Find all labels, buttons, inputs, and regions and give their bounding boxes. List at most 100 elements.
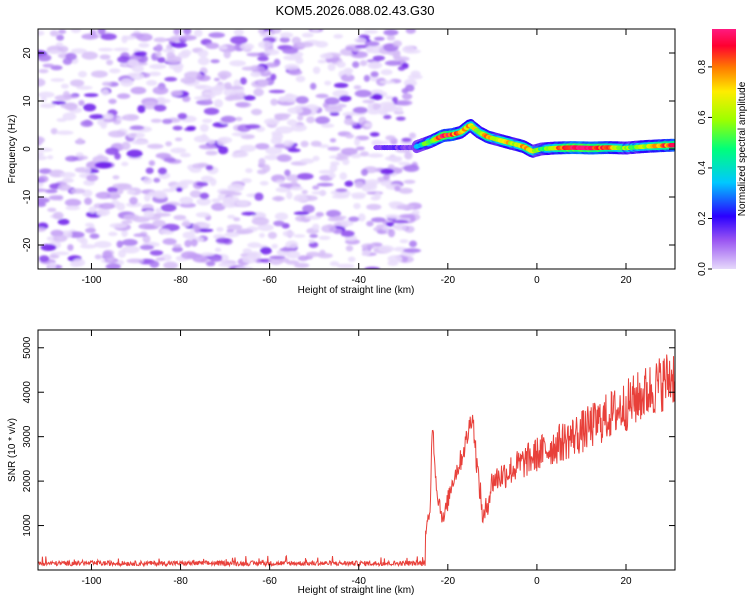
spectrogram-noise-blob <box>242 255 258 264</box>
spectrogram-noise-blob <box>46 50 63 54</box>
spectrogram-noise-blob <box>260 246 272 255</box>
spectrogram-noise-blob <box>155 191 168 199</box>
spectrogram-noise-blob <box>223 88 236 97</box>
spectrogram-noise-blob <box>155 43 163 52</box>
spectrogram-noise-blob <box>80 120 94 127</box>
spectrogram-noise-blob <box>358 213 366 222</box>
spectrogram-noise-blob <box>38 137 43 146</box>
spectrogram-noise-blob <box>383 29 399 36</box>
spectrogram-noise-blob <box>121 229 128 238</box>
spectrogram-noise-blob <box>156 96 166 102</box>
spectrogram-noise-blob <box>305 215 322 220</box>
spectrogram-noise-blob <box>336 263 355 269</box>
spectrogram-noise-blob <box>196 85 207 90</box>
spectrogram-noise-blob <box>60 83 69 89</box>
spectrogram-noise-blob <box>116 240 124 248</box>
spectrogram-noise-blob <box>214 247 222 252</box>
spectrogram-noise-blob <box>55 130 74 135</box>
spectrogram-noise-blob <box>38 54 52 62</box>
spectrogram-noise-blob <box>265 146 283 155</box>
spectrogram-noise-blob <box>255 143 270 150</box>
spectrogram-noise-blob <box>126 258 144 264</box>
spectrogram-noise-blob <box>270 98 278 106</box>
spectrogram-noise-blob <box>235 266 253 269</box>
spectrogram-noise-blob <box>216 227 224 232</box>
spectrogram-noise-blob <box>311 29 320 32</box>
spectrogram-noise-blob <box>387 255 403 263</box>
spectrogram-noise-blob <box>295 96 309 104</box>
spectrogram-noise-blob <box>121 245 140 254</box>
spectrogram-noise-blob <box>49 254 60 259</box>
spectrogram-noise-blob <box>108 130 126 138</box>
spectrogram-noise-blob <box>165 141 173 147</box>
spectrogram-noise-blob <box>91 70 108 78</box>
spectrogram-noise-blob <box>96 209 107 216</box>
spectrogram-noise-blob <box>95 191 113 199</box>
spectrogram-noise-blob <box>402 45 416 54</box>
spectrogram-noise-blob <box>89 114 105 120</box>
spectrogram-noise-blob <box>101 88 110 96</box>
spectrogram-noise-blob <box>354 137 361 147</box>
spectrogram-noise-blob <box>173 29 181 36</box>
spectrogram-noise-blob <box>339 95 352 102</box>
spectrogram-noise-blob <box>163 157 177 163</box>
colorbar-tick-label: 0.2 <box>697 211 708 225</box>
spectrogram-noise-blob <box>384 60 402 66</box>
spectrogram-noise-blob <box>152 86 169 95</box>
spectrogram-noise-blob <box>110 191 119 200</box>
spectrogram-noise-blob <box>205 260 216 267</box>
spectrogram-noise-blob <box>321 123 335 128</box>
spectrogram-noise-blob <box>279 36 290 43</box>
spectrogram-noise-blob <box>197 57 210 66</box>
spectrogram-noise-blob <box>136 33 153 42</box>
spectrogram-noise-blob <box>315 116 330 125</box>
spectrogram-noise-blob <box>398 161 411 166</box>
spectrogram-noise-blob <box>290 124 307 132</box>
spectrogram-noise-blob <box>174 137 183 142</box>
spectrogram-noise-blob <box>121 239 138 246</box>
spectrogram-noise-blob <box>404 151 413 160</box>
spectrogram-noise-blob <box>89 233 100 239</box>
spectrogram-noise-blob <box>288 69 303 76</box>
spectrogram-noise-blob <box>38 155 48 161</box>
spectrogram-noise-blob <box>329 164 338 172</box>
spectrogram-noise-blob <box>112 175 120 180</box>
spectrogram-noise-blob <box>335 188 348 193</box>
spectrogram-noise-blob <box>129 133 137 138</box>
spectrogram-noise-blob <box>162 238 177 245</box>
snr-series <box>38 354 675 568</box>
spectrogram-noise-blob <box>340 219 354 227</box>
spectrogram-noise-blob <box>194 96 211 101</box>
spectrogram-y-tick-label: -10 <box>22 189 33 204</box>
spectrogram-noise-blob <box>315 93 329 99</box>
spectrogram-noise-blob <box>385 214 400 219</box>
spectrogram-x-tick-label: -80 <box>173 275 188 286</box>
spectrogram-noise-blob <box>172 125 183 131</box>
spectrogram-noise-blob <box>391 96 398 103</box>
spectrogram-noise-blob <box>287 148 301 153</box>
spectrogram-noise-blob <box>131 65 145 73</box>
spectrogram-noise-blob <box>380 69 393 76</box>
spectrogram-noise-blob <box>293 211 310 216</box>
spectrogram-noise-blob <box>324 80 332 86</box>
spectrogram-noise-blob <box>395 116 406 121</box>
spectrogram-noise-blob <box>137 105 146 113</box>
spectrogram-noise-blob <box>333 215 347 220</box>
spectrogram-noise-blob <box>133 51 147 57</box>
spectrogram-noise-blob <box>38 30 45 36</box>
spectrogram-noise-blob <box>148 71 161 77</box>
spectrogram-noise-blob <box>123 214 140 221</box>
spectrogram-noise-blob <box>62 112 77 121</box>
spectrogram-noise-blob <box>181 251 198 260</box>
spectrogram-y-tick-label: -20 <box>22 237 33 252</box>
spectrogram-noise-blob <box>310 140 322 147</box>
spectrogram-noise-blob <box>250 108 263 116</box>
spectrogram-noise-blob <box>372 140 390 145</box>
spectrogram-noise-blob <box>385 221 395 227</box>
spectrogram-noise-blob <box>241 66 258 71</box>
spectrogram-noise-blob <box>56 34 64 41</box>
spectrogram-noise-blob <box>341 147 358 155</box>
spectrogram-noise-blob <box>285 93 294 98</box>
spectrogram-noise-blob <box>371 89 384 94</box>
